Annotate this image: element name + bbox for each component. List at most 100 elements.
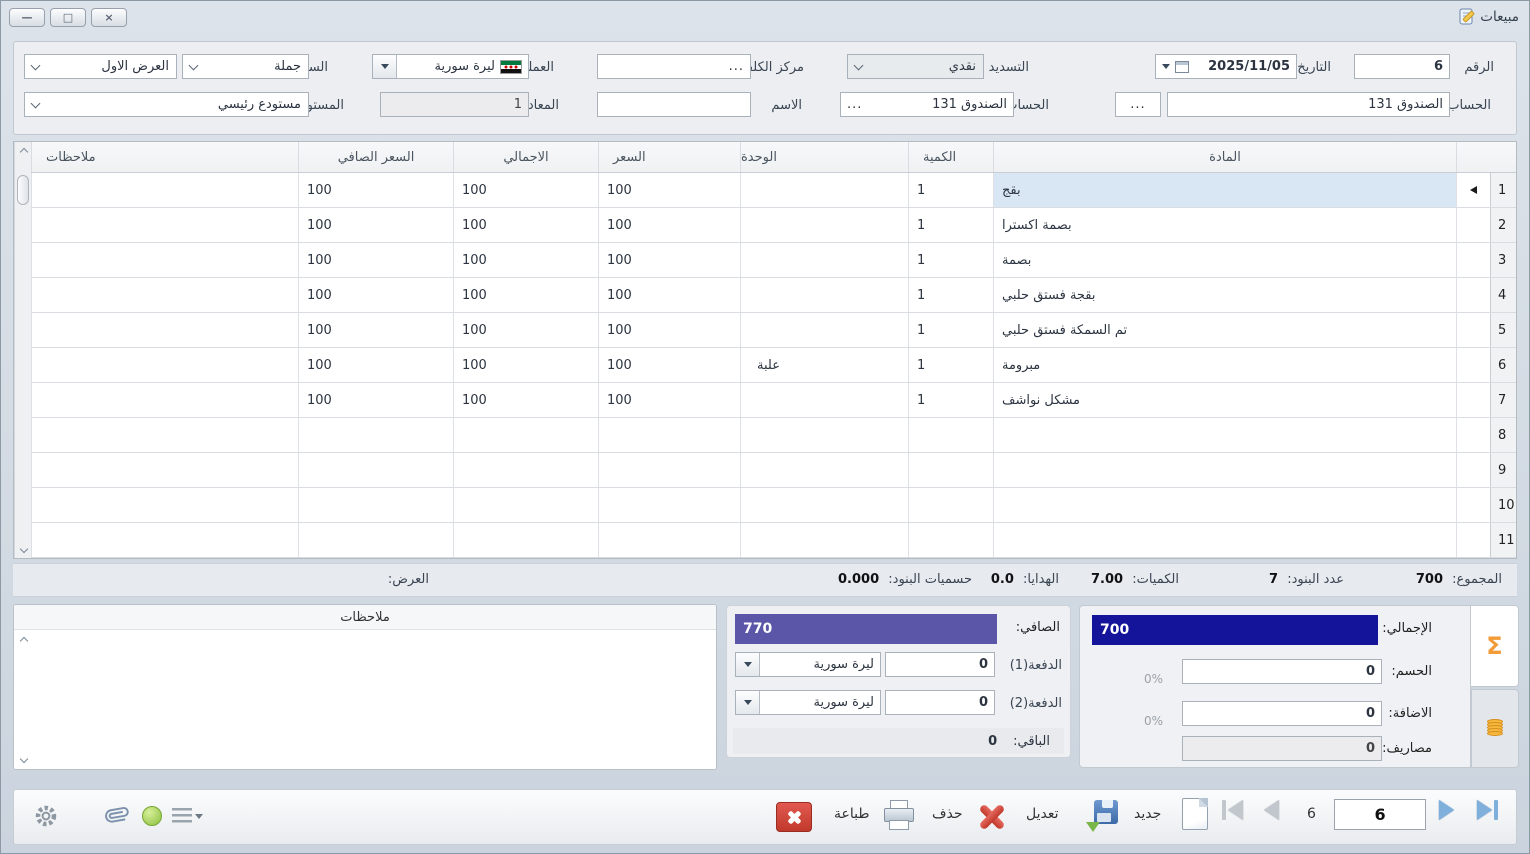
cell-unit[interactable] xyxy=(740,453,908,487)
cell-net-price[interactable]: 100 xyxy=(298,243,453,277)
browse-dots-icon[interactable]: ... xyxy=(728,59,744,74)
cash-account-input[interactable]: 131 الصندوق ... xyxy=(840,92,1014,117)
cell-quantity[interactable]: 1 xyxy=(908,348,993,382)
cell-net-price[interactable] xyxy=(298,453,453,487)
cell-total[interactable] xyxy=(453,523,598,557)
table-row[interactable]: 5 تم السمكة فستق حلبي 1 100 100 100 xyxy=(31,313,1516,348)
cell-notes[interactable] xyxy=(31,453,298,487)
cell-material[interactable] xyxy=(993,488,1456,522)
cell-total[interactable]: 100 xyxy=(453,313,598,347)
number-input[interactable]: 6 xyxy=(1354,54,1450,79)
cell-total[interactable]: 100 xyxy=(453,278,598,312)
header-notes[interactable]: ملاحظات xyxy=(31,142,298,172)
nav-last-button[interactable] xyxy=(1477,800,1498,820)
status-circle-icon[interactable] xyxy=(142,806,162,826)
cell-unit[interactable]: علبة xyxy=(740,348,908,382)
calendar-icon[interactable] xyxy=(1175,60,1189,73)
cell-net-price[interactable] xyxy=(298,523,453,557)
price-type-select[interactable]: جملة xyxy=(182,54,309,79)
notes-scrollbar[interactable] xyxy=(16,632,31,768)
cell-material[interactable]: مشكل نواشف xyxy=(993,383,1456,417)
table-row[interactable]: 8 xyxy=(31,418,1516,453)
scroll-up-icon[interactable] xyxy=(19,636,28,646)
cell-price[interactable]: 100 xyxy=(598,313,740,347)
cell-material[interactable]: بصمة xyxy=(993,243,1456,277)
cell-quantity[interactable]: 1 xyxy=(908,208,993,242)
header-material[interactable]: المادة xyxy=(993,142,1456,172)
delete-x-icon[interactable] xyxy=(977,802,1007,830)
table-row[interactable]: 10 xyxy=(31,488,1516,523)
cell-unit[interactable] xyxy=(740,278,908,312)
cell-net-price[interactable]: 100 xyxy=(298,383,453,417)
nav-prev-button[interactable] xyxy=(1264,800,1279,820)
account-browse-button[interactable]: ... xyxy=(1115,92,1161,117)
cell-unit[interactable] xyxy=(740,418,908,452)
addition-input[interactable]: 0 xyxy=(1182,701,1382,726)
table-row[interactable]: 1 بقج 1 100 100 100 xyxy=(31,173,1516,208)
discount-input[interactable]: 0 xyxy=(1182,659,1382,684)
payment-method-select[interactable]: نقدي xyxy=(847,54,984,79)
cell-quantity[interactable]: 1 xyxy=(908,383,993,417)
cell-net-price[interactable] xyxy=(298,488,453,522)
table-row[interactable]: 2 بصمة اكسترا 1 100 100 100 xyxy=(31,208,1516,243)
delete-button[interactable]: حذف xyxy=(932,806,963,822)
minimize-button[interactable]: — xyxy=(9,8,45,27)
header-net-price[interactable]: السعر الصافي xyxy=(298,142,453,172)
tab-payments[interactable] xyxy=(1471,689,1519,768)
maximize-button[interactable]: □ xyxy=(50,8,86,27)
date-input[interactable]: 2025/11/05 xyxy=(1155,54,1297,79)
cell-notes[interactable] xyxy=(31,383,298,417)
table-row[interactable]: 4 بقجة فستق حلبي 1 100 100 100 xyxy=(31,278,1516,313)
cell-notes[interactable] xyxy=(31,348,298,382)
cell-material[interactable]: تم السمكة فستق حلبي xyxy=(993,313,1456,347)
warehouse-select[interactable]: مستودع رئيسي xyxy=(24,92,309,117)
name-input[interactable] xyxy=(597,92,751,117)
notes-textarea[interactable] xyxy=(14,630,716,769)
cell-net-price[interactable]: 100 xyxy=(298,173,453,207)
cell-unit[interactable] xyxy=(740,173,908,207)
header-total[interactable]: الاجمالي xyxy=(453,142,598,172)
cell-quantity[interactable]: 1 xyxy=(908,173,993,207)
cell-notes[interactable] xyxy=(31,523,298,557)
cell-net-price[interactable]: 100 xyxy=(298,348,453,382)
new-record-icon[interactable] xyxy=(1182,798,1208,830)
payment1-input[interactable]: 0 xyxy=(885,652,995,677)
attachment-paperclip-icon[interactable] xyxy=(104,802,130,832)
cell-price[interactable] xyxy=(598,418,740,452)
cell-quantity[interactable] xyxy=(908,488,993,522)
cell-total[interactable]: 100 xyxy=(453,383,598,417)
cell-notes[interactable] xyxy=(31,313,298,347)
cell-material[interactable]: مبرومة xyxy=(993,348,1456,382)
tab-totals[interactable]: Σ xyxy=(1471,605,1519,687)
cell-total[interactable]: 100 xyxy=(453,208,598,242)
cell-notes[interactable] xyxy=(31,278,298,312)
cell-net-price[interactable]: 100 xyxy=(298,313,453,347)
cell-net-price[interactable]: 100 xyxy=(298,208,453,242)
cell-total[interactable] xyxy=(453,488,598,522)
cell-price[interactable]: 100 xyxy=(598,173,740,207)
close-window-button[interactable] xyxy=(776,802,812,832)
price-offer-select[interactable]: العرض الاول xyxy=(24,54,177,79)
currency-dropdown-button[interactable] xyxy=(736,653,760,676)
payment1-currency-select[interactable]: ليرة سورية xyxy=(735,652,881,677)
table-row[interactable]: 11 xyxy=(31,523,1516,558)
cell-quantity[interactable] xyxy=(908,523,993,557)
printer-icon[interactable] xyxy=(882,800,916,832)
browse-dots-icon[interactable]: ... xyxy=(847,97,863,112)
grid-vertical-scrollbar[interactable] xyxy=(14,142,31,558)
scroll-down-icon[interactable] xyxy=(19,754,28,764)
account-input[interactable]: 131 الصندوق xyxy=(1167,92,1450,117)
cell-unit[interactable] xyxy=(740,383,908,417)
cell-notes[interactable] xyxy=(31,173,298,207)
cell-unit[interactable] xyxy=(740,488,908,522)
nav-first-button[interactable] xyxy=(1222,800,1243,820)
cell-quantity[interactable]: 1 xyxy=(908,243,993,277)
cell-price[interactable]: 100 xyxy=(598,348,740,382)
cell-total[interactable]: 100 xyxy=(453,173,598,207)
cell-unit[interactable] xyxy=(740,523,908,557)
cell-price[interactable] xyxy=(598,488,740,522)
record-number-input[interactable]: 6 xyxy=(1334,799,1426,830)
cell-quantity[interactable]: 1 xyxy=(908,313,993,347)
cell-price[interactable]: 100 xyxy=(598,278,740,312)
new-button[interactable]: جديد xyxy=(1134,806,1162,822)
